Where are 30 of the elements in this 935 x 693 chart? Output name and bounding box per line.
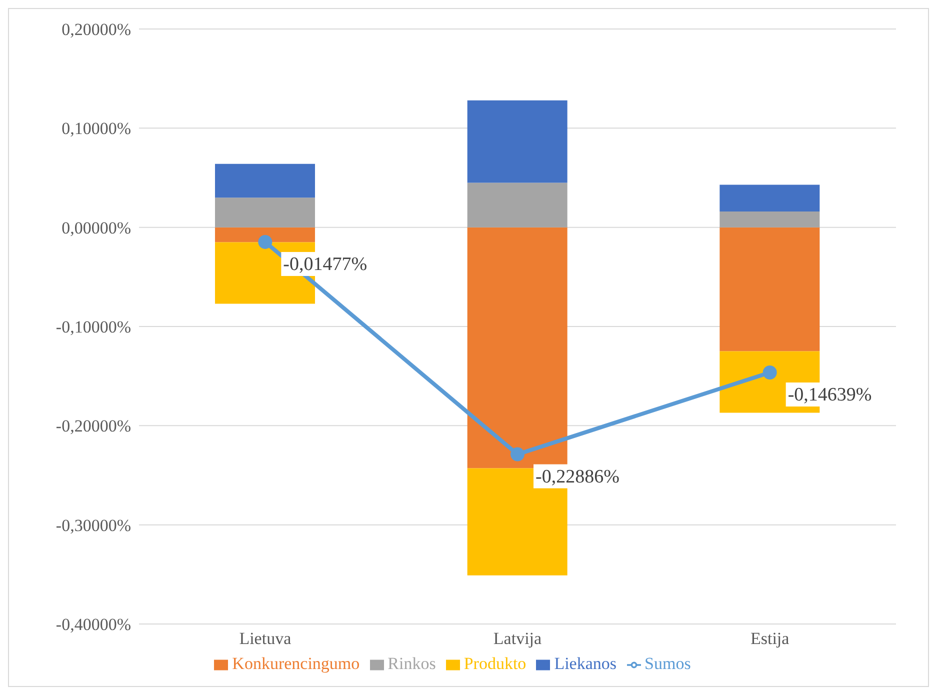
legend-label: Sumos	[644, 654, 691, 673]
y-tick-label: -0,10000%	[56, 318, 131, 337]
bar	[215, 227, 315, 242]
bar	[215, 198, 315, 228]
point	[762, 366, 777, 380]
y-tick-label: 0,10000%	[62, 119, 131, 138]
y-tick-label: -0,30000%	[56, 516, 131, 535]
point	[510, 447, 524, 462]
data-label: -0,01477%	[283, 254, 368, 275]
x-tick-label: Latvija	[493, 629, 542, 648]
y-tick-label: 0,20000%	[62, 20, 131, 40]
bar	[467, 182, 568, 228]
bar	[720, 211, 820, 228]
data-label: -0,22886%	[536, 466, 620, 488]
x-tick-label: Lietuva	[239, 629, 292, 648]
legend-label: Rinkos	[388, 654, 436, 673]
point	[258, 234, 272, 249]
bar	[720, 227, 820, 352]
legend-label: Produkto	[464, 654, 526, 673]
legend-label: Liekanos	[554, 654, 617, 673]
y-tick-label: -0,20000%	[56, 416, 131, 436]
bar	[720, 184, 820, 212]
y-tick-label: 0,00000%	[62, 218, 131, 238]
bar	[215, 164, 315, 198]
legend-label: Konkurencingumo	[232, 654, 360, 673]
data-label: -0,14639%	[788, 384, 872, 406]
x-tick-label: Estija	[750, 629, 790, 648]
bar	[467, 227, 568, 468]
y-tick-label: -0,40000%	[56, 615, 131, 634]
bar	[467, 100, 568, 183]
